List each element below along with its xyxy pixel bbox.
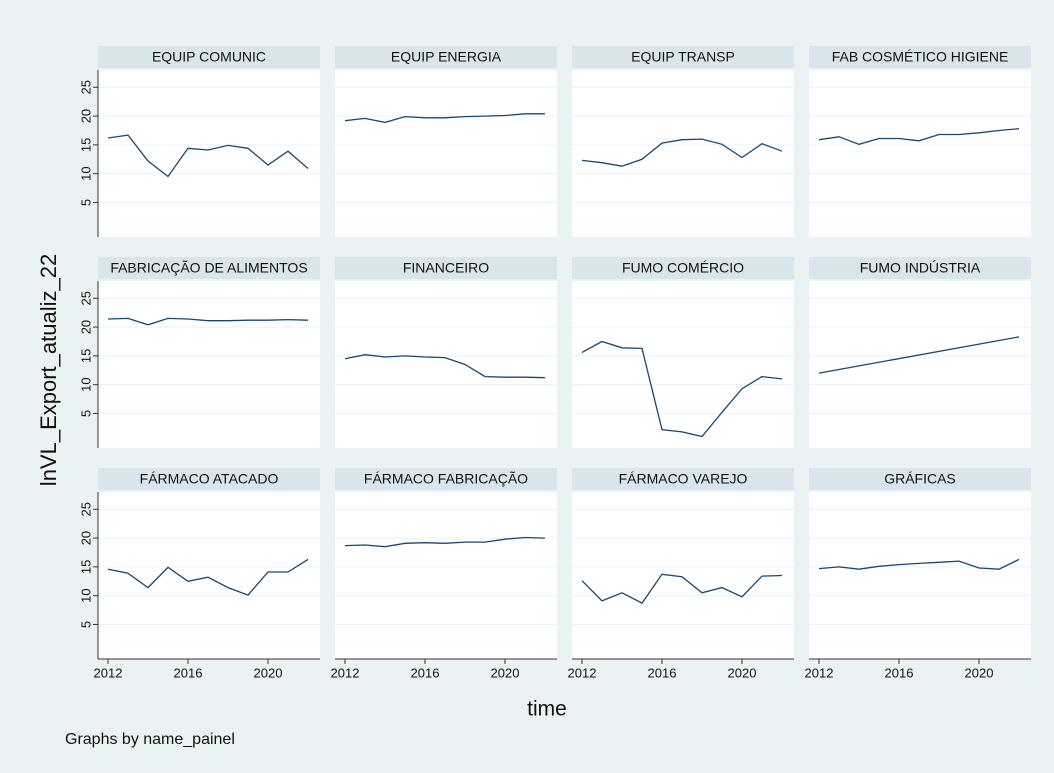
x-tick-label: 2020 xyxy=(965,665,994,680)
panel-strip xyxy=(572,468,794,490)
panel-title: FUMO COMÉRCIO xyxy=(622,260,744,276)
panel-title: GRÁFICAS xyxy=(884,471,956,487)
panel-strip xyxy=(809,257,1031,279)
plot-area xyxy=(98,492,320,659)
x-tick-label: 2020 xyxy=(491,665,520,680)
x-tick-label: 2012 xyxy=(568,665,597,680)
panel-strip xyxy=(335,468,557,490)
panel-strip xyxy=(809,468,1031,490)
panel-title: EQUIP COMUNIC xyxy=(152,49,266,65)
plot-area xyxy=(809,281,1031,448)
panel-title: FÁRMACO FABRICAÇÃO xyxy=(364,471,528,487)
panel-strip xyxy=(335,257,557,279)
data-line xyxy=(107,134,309,178)
panel-title: FABRICAÇÃO DE ALIMENTOS xyxy=(110,260,307,276)
y-tick-label: 20 xyxy=(78,531,93,545)
y-tick-label: 25 xyxy=(78,502,93,516)
panel-strip xyxy=(572,257,794,279)
panel-title: EQUIP ENERGIA xyxy=(391,49,502,65)
data-line xyxy=(344,536,546,548)
data-line xyxy=(581,340,783,438)
plot-area xyxy=(98,70,320,237)
x-tick-label: 2020 xyxy=(254,665,283,680)
plot-area xyxy=(335,281,557,448)
plot-area xyxy=(572,70,794,237)
panel-title: FINANCEIRO xyxy=(403,260,489,276)
panel-strip xyxy=(335,46,557,68)
y-tick-label: 5 xyxy=(78,621,93,628)
y-tick-label: 5 xyxy=(78,410,93,417)
plot-area xyxy=(335,70,557,237)
y-tick-label: 15 xyxy=(78,560,93,574)
plot-area xyxy=(809,492,1031,659)
data-line xyxy=(344,113,545,124)
panel-strip xyxy=(98,257,320,279)
y-tick-label: 10 xyxy=(78,166,93,180)
x-tick-label: 2012 xyxy=(94,665,123,680)
y-tick-label: 25 xyxy=(78,80,93,94)
data-line xyxy=(107,317,309,326)
plot-area xyxy=(572,492,794,659)
data-line xyxy=(818,128,1020,145)
x-axis-label: time xyxy=(527,698,567,721)
y-tick-label: 25 xyxy=(78,291,93,305)
panel-title: FÁRMACO VAREJO xyxy=(619,471,748,487)
x-tick-label: 2016 xyxy=(885,665,914,680)
y-tick-label: 20 xyxy=(78,320,93,334)
x-tick-label: 2012 xyxy=(805,665,834,680)
x-tick-label: 2016 xyxy=(174,665,203,680)
note: Graphs by name_painel xyxy=(65,731,235,748)
y-tick-label: 5 xyxy=(78,199,93,206)
data-line xyxy=(818,336,1020,374)
plot-area xyxy=(98,281,320,448)
y-axis-label: lnVL_Export_atualiz_22 xyxy=(36,254,61,486)
y-tick-label: 20 xyxy=(78,109,93,123)
panel-strip xyxy=(809,46,1031,68)
y-tick-label: 10 xyxy=(78,377,93,391)
data-line xyxy=(107,558,309,596)
x-tick-label: 2016 xyxy=(648,665,677,680)
x-tick-label: 2020 xyxy=(728,665,757,680)
data-line xyxy=(581,138,783,167)
x-tick-label: 2016 xyxy=(411,665,440,680)
panel-strip xyxy=(572,46,794,68)
y-tick-label: 15 xyxy=(78,349,93,363)
x-tick-label: 2012 xyxy=(331,665,360,680)
panel-strip xyxy=(98,46,320,68)
plot-area xyxy=(572,281,794,448)
y-tick-label: 10 xyxy=(78,588,93,602)
panel-title: FUMO INDÚSTRIA xyxy=(860,260,981,276)
data-line xyxy=(818,558,1020,570)
plot-area xyxy=(809,70,1031,237)
panel-title: EQUIP TRANSP xyxy=(631,49,735,65)
plot-area xyxy=(335,492,557,659)
data-line xyxy=(344,354,546,379)
panel-title: FÁRMACO ATACADO xyxy=(140,471,279,487)
panel-strip xyxy=(98,468,320,490)
y-tick-label: 15 xyxy=(78,138,93,152)
panel-title: FAB COSMÉTICO HIGIENE xyxy=(832,49,1009,65)
data-line xyxy=(581,573,783,604)
